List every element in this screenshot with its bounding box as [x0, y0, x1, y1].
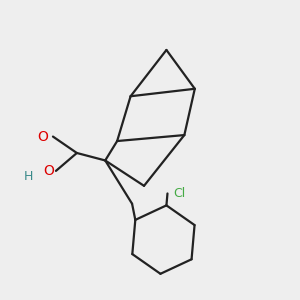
Text: O: O — [44, 164, 54, 178]
Text: O: O — [38, 130, 49, 144]
Text: H: H — [24, 170, 34, 183]
Text: Cl: Cl — [173, 187, 185, 200]
